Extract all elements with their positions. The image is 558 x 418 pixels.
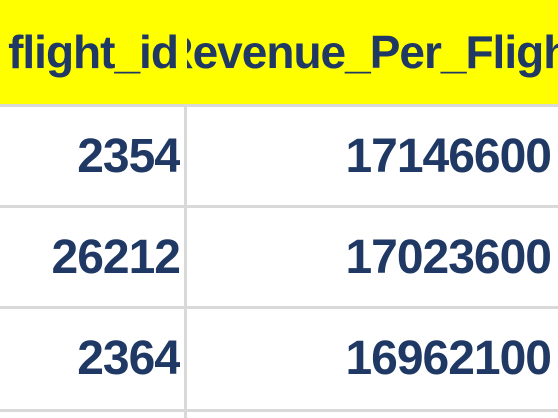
column-header-revenue-per-flight[interactable]: Revenue_Per_Flight — [187, 26, 558, 78]
column-divider — [184, 104, 187, 418]
flight-id-cell[interactable]: 26212 — [51, 230, 180, 284]
revenue-cell[interactable]: 16962100 — [345, 331, 551, 385]
table-row: 26212 17023600 — [0, 205, 558, 306]
flight-id-cell[interactable]: 2354 — [77, 129, 180, 183]
table-row: 2364 16962100 — [0, 306, 558, 407]
column-header-flight-id[interactable]: flight_id — [8, 26, 179, 78]
flight-id-cell[interactable]: 2364 — [77, 331, 180, 385]
table-row: 2354 17146600 — [0, 104, 558, 205]
table-header-row: flight_id Revenue_Per_Flight — [0, 0, 558, 104]
row-divider — [0, 409, 558, 412]
revenue-cell[interactable]: 17146600 — [345, 129, 551, 183]
revenue-cell[interactable]: 17023600 — [345, 230, 551, 284]
